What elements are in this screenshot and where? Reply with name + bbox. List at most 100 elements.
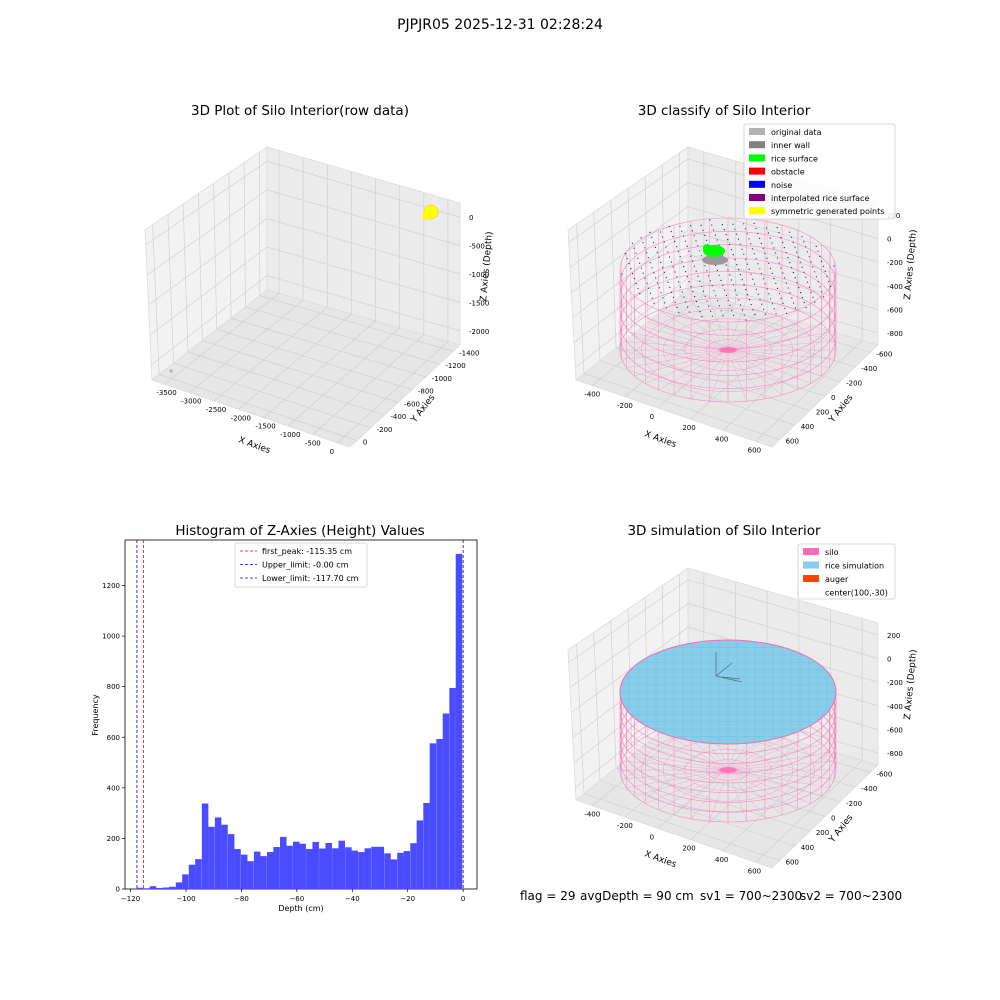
- histogram-bar: [455, 553, 463, 889]
- simulation-rice-surface: [619, 639, 837, 745]
- histogram-x-tick-label: −60: [289, 895, 304, 903]
- classify-legend-swatch: [749, 154, 765, 162]
- sim-y-tick: 600: [786, 859, 799, 867]
- histogram-legend-label: first_peak: -115.35 cm: [262, 547, 352, 556]
- raw-x-tick: -3500: [156, 389, 176, 397]
- raw-x-tick: -2000: [231, 414, 251, 422]
- histogram-bar: [410, 843, 417, 889]
- histogram-bar: [201, 803, 209, 889]
- status-flag: flag = 29: [520, 889, 576, 903]
- raw-y-tick: -600: [404, 400, 420, 408]
- raw-z-tick: -2000: [469, 328, 489, 336]
- sim-x-tick: -200: [617, 822, 633, 830]
- histogram-bar: [397, 852, 404, 889]
- classify-legend-label: interpolated rice surface: [771, 194, 869, 203]
- histogram-bar: [247, 861, 254, 889]
- histogram-x-ticks: −120 −100 −80 −60 −40 −20 0: [121, 889, 465, 903]
- sim-y-tick: -600: [876, 770, 892, 778]
- raw-y-tick: -200: [377, 426, 393, 434]
- histogram-bar: [280, 836, 287, 889]
- histogram-bar: [208, 826, 215, 889]
- sim-z-tick: 0: [887, 656, 891, 664]
- figure-suptitle: PJPJR05 2025-12-31 02:28:24: [397, 17, 603, 33]
- classify-z-tick: -400: [887, 283, 903, 291]
- histogram-y-axis-label: Frequency: [91, 694, 100, 736]
- histogram-bar: [377, 846, 385, 889]
- histogram-y-tick-label: 0: [116, 886, 120, 894]
- histogram-bar: [162, 887, 170, 889]
- classify-x-tick: -200: [617, 402, 633, 410]
- histogram-bar: [286, 845, 293, 889]
- histogram-bar: [182, 874, 189, 889]
- classify-legend-swatch: [749, 128, 765, 135]
- raw-x-tick: -1000: [280, 431, 300, 439]
- classify-legend: original data inner wall rice surface obsta…: [743, 123, 896, 220]
- raw-x-tick: -2500: [206, 406, 226, 414]
- classify-legend-label: obstacle: [771, 168, 805, 177]
- histogram-bars: [136, 553, 463, 889]
- histogram-bar: [266, 852, 274, 889]
- raw-z-ticks: 0 -500 -1000 -1500 -2000: [469, 214, 489, 336]
- histogram-y-ticks: 0 200 400 600 800 1000 1200: [102, 582, 125, 894]
- histogram-y-tick-label: 1200: [102, 582, 120, 590]
- histogram-bar: [384, 853, 391, 889]
- classify-legend-swatch: [749, 180, 765, 188]
- status-sv1: sv1 = 700~2300: [700, 889, 803, 903]
- histogram-bar: [214, 817, 222, 889]
- classify-z-ticks: 2000-200-400-600-800: [887, 212, 903, 338]
- classify-silo-wireframe: [619, 217, 837, 403]
- classify-gridlines: [568, 151, 879, 442]
- classify-x-tick: 600: [748, 446, 761, 454]
- sim-x-tick: 400: [715, 856, 728, 864]
- sim-z-tick: 200: [887, 632, 900, 640]
- histogram-x-tick-label: −120: [121, 895, 140, 903]
- histogram-bar: [253, 851, 261, 889]
- sim-y-tick: -200: [846, 800, 862, 808]
- histogram-y-tick-label: 600: [107, 734, 120, 742]
- sim-y-tick: 200: [816, 829, 829, 837]
- histogram-x-axis-label: Depth (cm): [278, 904, 323, 913]
- raw-x-axis-label: X Axies: [237, 435, 272, 456]
- classify-z-axis-label: Z Axies (Depth): [903, 229, 919, 300]
- simulation-z-ticks: 200 0 -200 -400 -600 -800: [887, 632, 903, 758]
- raw-y-tick: -400: [390, 413, 406, 421]
- histogram-bar: [312, 841, 319, 889]
- sim-z-tick: -600: [887, 727, 903, 735]
- histogram-y-tick-label: 200: [107, 835, 120, 843]
- classify-y-tick: -600: [876, 350, 892, 358]
- raw-x-tick: 0: [330, 448, 334, 456]
- raw-y-tick: -1400: [459, 349, 479, 357]
- simulation-legend: silo rice simulation auger center(100,-30): [797, 543, 896, 600]
- classify-y-tick: 200: [816, 409, 829, 417]
- classify-y-tick: 600: [786, 438, 799, 446]
- raw-y-tick: 0: [363, 439, 367, 447]
- raw-x-tick: -3000: [181, 398, 201, 406]
- histogram-bar: [234, 849, 241, 889]
- histogram-bar: [351, 850, 359, 889]
- histogram-bar: [240, 854, 248, 889]
- depth-histogram: −120 −100 −80 −60 −40 −20 0 0 200 400 600 800 1000 1…: [91, 539, 478, 913]
- simulation-x-axis-label: X Axies: [643, 849, 678, 870]
- simulation-legend-label: rice simulation: [825, 562, 884, 571]
- histogram-bar: [221, 824, 228, 889]
- histogram-x-tick-label: −40: [345, 895, 360, 903]
- classify-x-tick: 400: [715, 435, 728, 443]
- classify-rice-surface-cluster: [702, 244, 728, 265]
- histogram-reference-lines: [136, 540, 464, 889]
- classify-y-tick: 0: [831, 394, 835, 402]
- histogram-x-tick-label: −20: [400, 895, 415, 903]
- histogram-bar: [403, 851, 411, 889]
- sim-x-tick: -400: [584, 811, 600, 819]
- status-avg-depth: avgDepth = 90 cm: [580, 889, 694, 903]
- raw-z-tick: -1500: [469, 299, 489, 307]
- histogram-bar: [371, 846, 378, 889]
- raw-z-tick: -500: [469, 243, 485, 251]
- histogram-bar: [423, 803, 430, 889]
- sim-z-tick: -400: [887, 703, 903, 711]
- raw-y-ticks: 0 -200 -400 -600 -800 -1000 -1200 -1400: [363, 349, 480, 446]
- histogram-y-tick-label: 800: [107, 683, 120, 691]
- classify-x-ticks: -400 -200 0 200 400 600: [584, 391, 761, 455]
- sim-x-tick: 600: [748, 867, 761, 875]
- classify-z-tick: -200: [887, 259, 903, 267]
